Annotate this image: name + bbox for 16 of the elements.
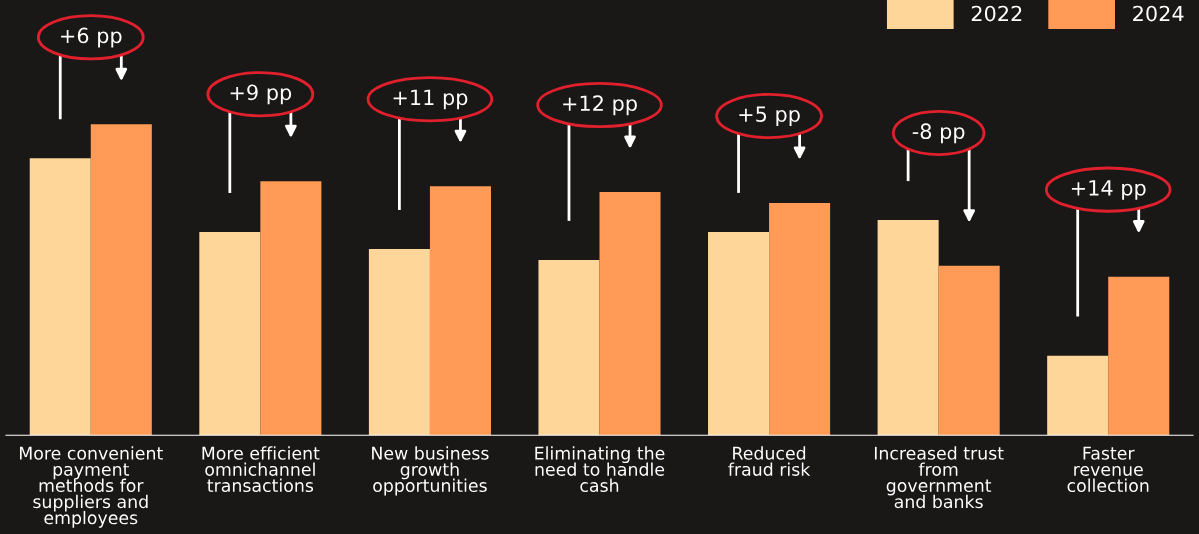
text: +11 pp (393, 89, 468, 110)
x-tick-label: Reduced fraud risk (728, 446, 811, 476)
annotation: +14 pp (1071, 180, 1146, 200)
legend-label: 2022 (971, 5, 1022, 22)
text: +6 pp (61, 27, 122, 48)
annotation: -8 pp (912, 123, 965, 144)
legend-label: 2024 (1133, 5, 1184, 22)
x-tick-label: Faster revenue collection (1067, 446, 1149, 493)
text: +9 pp (230, 84, 292, 105)
x-tick-label: Increased trust from government and banks (874, 446, 1004, 509)
x-tick-label: New business growth opportunities (372, 446, 489, 496)
x-tick-label: Eliminating the need to handle cash (535, 446, 665, 493)
x-tick-label: More convenient payment methods for suppliers and employees (19, 446, 163, 528)
annotation: +5 pp (739, 106, 800, 127)
text: +12 pp (563, 95, 637, 116)
x-tick-label: More efficient omnichannel transactions (202, 446, 320, 493)
